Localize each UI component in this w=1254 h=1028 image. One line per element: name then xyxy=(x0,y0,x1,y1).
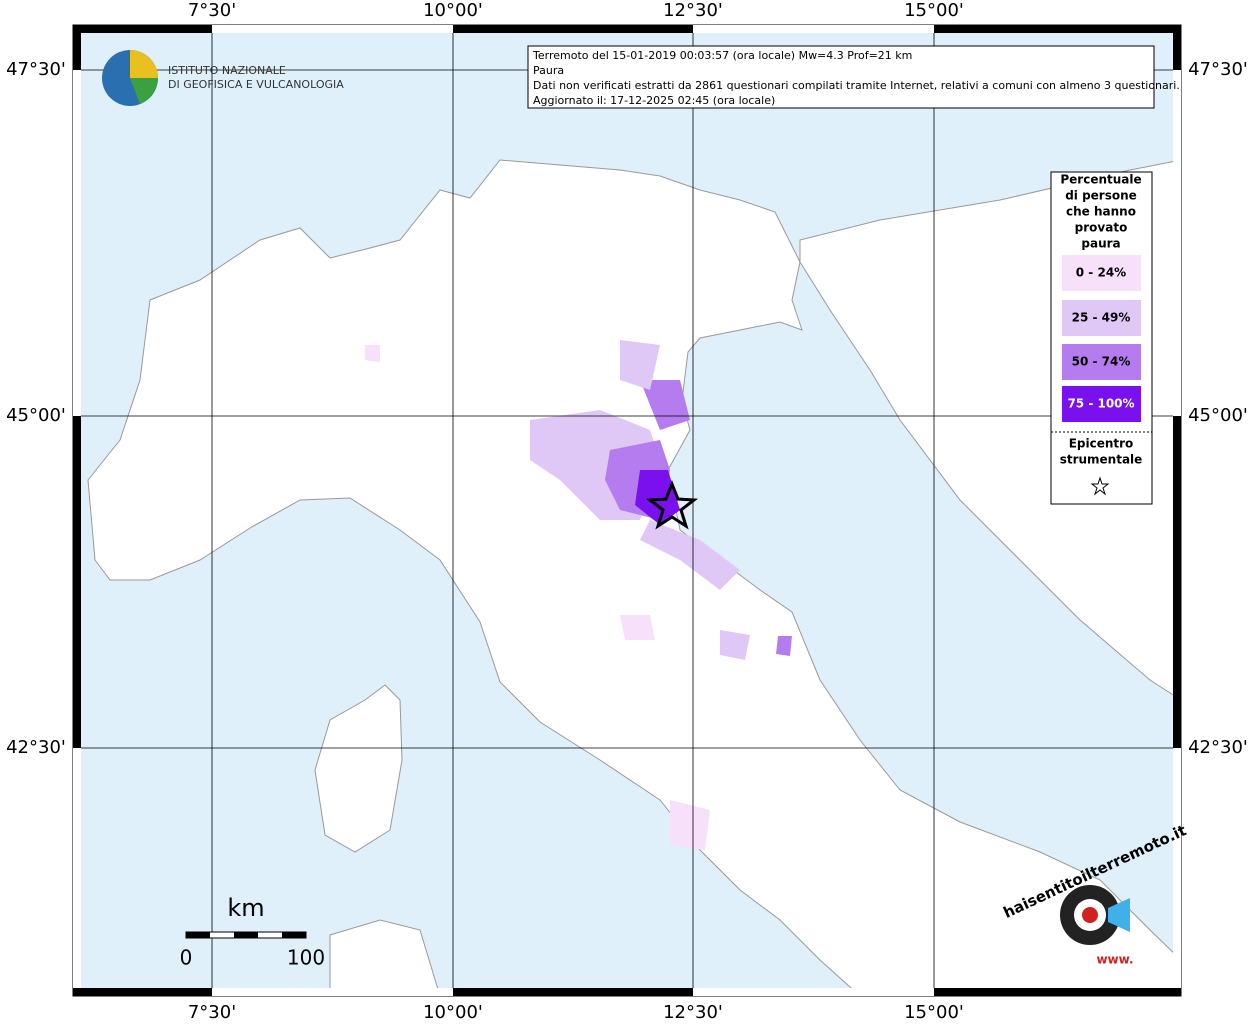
ingv-logo-segment xyxy=(130,78,158,104)
lon-label: 7°30' xyxy=(188,1002,236,1023)
lat-label: 42°30' xyxy=(1188,737,1248,758)
legend-title: che hanno xyxy=(1066,205,1136,219)
legend-title: paura xyxy=(1081,237,1120,251)
brand-logo-center xyxy=(1082,907,1098,923)
brand-www: www. xyxy=(1096,953,1133,967)
logo-text: DI GEOFISICA E VULCANOLOGIA xyxy=(168,78,344,91)
scale-label: 0 xyxy=(180,946,193,970)
scale-bar xyxy=(185,931,307,939)
land xyxy=(87,159,1182,997)
legend-label: 0 - 24% xyxy=(1076,266,1126,280)
sardinia xyxy=(329,919,441,997)
lat-label: 47°30' xyxy=(1188,59,1248,80)
legend-swatch xyxy=(1062,344,1141,380)
legend-label: 50 - 74% xyxy=(1072,355,1131,369)
lat-label: 42°30' xyxy=(6,737,66,758)
scale-label: 100 xyxy=(287,946,325,970)
intensity-areas xyxy=(365,340,792,850)
epicenter-star xyxy=(645,479,699,530)
legend-label: 25 - 49% xyxy=(1072,311,1131,325)
lon-label: 7°30' xyxy=(188,0,236,21)
logo-text: ISTITUTO NAZIONALE xyxy=(168,64,286,77)
info-box xyxy=(527,45,1155,109)
lon-label: 10°00' xyxy=(423,1002,483,1023)
lat-label: 47°30' xyxy=(6,59,66,80)
lon-label: 12°30' xyxy=(663,0,723,21)
legend-swatch xyxy=(1062,255,1141,291)
legend-swatch xyxy=(1062,386,1141,422)
legend-box xyxy=(1050,171,1153,505)
info-line: Aggiornato il: 17-12-2025 02:45 (ora loc… xyxy=(533,94,775,107)
frame xyxy=(72,24,1182,997)
legend-title: provato xyxy=(1075,221,1128,235)
graticule xyxy=(73,25,1181,996)
lon-label: 15°00' xyxy=(904,1002,964,1023)
ingv-logo-segment xyxy=(130,50,158,78)
info-line: Dati non verificati estratti da 2861 que… xyxy=(533,79,1180,92)
legend-title: Percentuale xyxy=(1060,173,1141,187)
info-line: Terremoto del 15-01-2019 00:03:57 (ora l… xyxy=(532,49,912,62)
legend-epicenter: strumentale xyxy=(1060,453,1143,467)
lat-label: 45°00' xyxy=(1188,405,1248,426)
brand-logo-horn xyxy=(1108,898,1130,932)
legend-swatch xyxy=(1062,300,1141,336)
legend-label: 75 - 100% xyxy=(1067,397,1134,411)
scale-unit: km xyxy=(227,894,264,922)
lon-label: 12°30' xyxy=(663,1002,723,1023)
lon-label: 15°00' xyxy=(904,0,964,21)
legend-star xyxy=(1090,476,1110,496)
corsica xyxy=(314,684,403,853)
lat-label: 45°00' xyxy=(6,405,66,426)
legend-epicenter: Epicentro xyxy=(1069,437,1134,451)
info-line: Paura xyxy=(533,64,564,77)
lon-label: 10°00' xyxy=(423,0,483,21)
legend-title: di persone xyxy=(1065,189,1137,203)
